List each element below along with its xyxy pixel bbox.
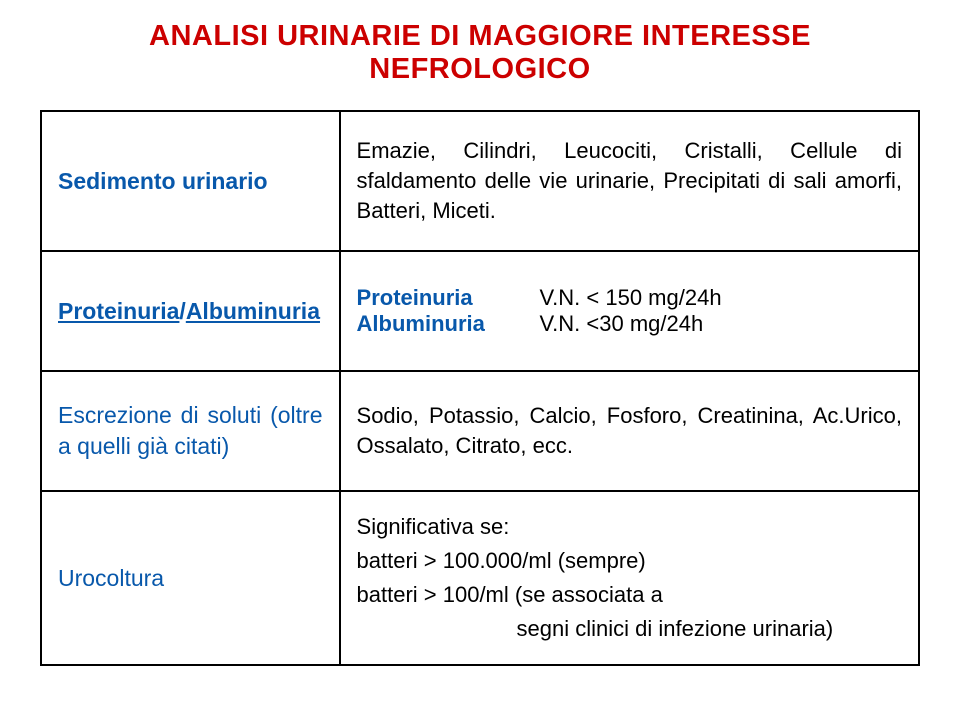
page-title: ANALISI URINARIE DI MAGGIORE INTERESSE N…	[40, 20, 920, 86]
sig-line-1: Significativa se:	[357, 510, 902, 544]
proteinuria-link[interactable]: Proteinuria	[58, 298, 179, 324]
significativa-block: Significativa se: batteri > 100.000/ml (…	[357, 510, 902, 646]
row1-label-cell: Sedimento urinario	[41, 111, 340, 251]
title-line-1: ANALISI URINARIE DI MAGGIORE INTERESSE	[40, 20, 920, 53]
row2-value-cell: Proteinuria V.N. < 150 mg/24h Albuminuri…	[340, 251, 919, 371]
albuminuria-link[interactable]: Albuminuria	[186, 298, 320, 324]
table-row: Urocoltura Significativa se: batteri > 1…	[41, 491, 919, 665]
row4-value-cell: Significativa se: batteri > 100.000/ml (…	[340, 491, 919, 665]
escrezione-text: Sodio, Potassio, Calcio, Fosforo, Creati…	[357, 401, 902, 460]
slide-page: ANALISI URINARIE DI MAGGIORE INTERESSE N…	[0, 0, 960, 704]
table-row: Proteinuria/Albuminuria Proteinuria V.N.…	[41, 251, 919, 371]
proteinuria-value: V.N. < 150 mg/24h	[540, 285, 722, 311]
row2-label-cell: Proteinuria/Albuminuria	[41, 251, 340, 371]
table-row: Sedimento urinario Emazie, Cilindri, Leu…	[41, 111, 919, 251]
row1-value-cell: Emazie, Cilindri, Leucociti, Cristalli, …	[340, 111, 919, 251]
sig-line-3: batteri > 100/ml (se associata a	[357, 578, 902, 612]
sedimento-label: Sedimento urinario	[58, 168, 268, 194]
sedimento-text: Emazie, Cilindri, Leucociti, Cristalli, …	[357, 136, 902, 225]
sig-line-4: segni clinici di infezione urinaria)	[357, 612, 902, 646]
albuminuria-name: Albuminuria	[357, 311, 512, 337]
content-table-wrap: Sedimento urinario Emazie, Cilindri, Leu…	[40, 110, 920, 666]
row3-value-cell: Sodio, Potassio, Calcio, Fosforo, Creati…	[340, 371, 919, 491]
row3-label-cell: Escrezione di soluti (oltre a quelli già…	[41, 371, 340, 491]
proteinuria-name: Proteinuria	[357, 285, 512, 311]
title-line-2: NEFROLOGICO	[40, 53, 920, 86]
albuminuria-line: Albuminuria V.N. <30 mg/24h	[357, 311, 902, 337]
table-row: Escrezione di soluti (oltre a quelli già…	[41, 371, 919, 491]
row4-label-cell: Urocoltura	[41, 491, 340, 665]
sig-line-2: batteri > 100.000/ml (sempre)	[357, 544, 902, 578]
albuminuria-value: V.N. <30 mg/24h	[540, 311, 704, 337]
urocoltura-label: Urocoltura	[58, 565, 164, 591]
proteinuria-line: Proteinuria V.N. < 150 mg/24h	[357, 285, 902, 311]
escrezione-label: Escrezione di soluti (oltre a quelli già…	[58, 400, 323, 462]
content-table: Sedimento urinario Emazie, Cilindri, Leu…	[40, 110, 920, 666]
